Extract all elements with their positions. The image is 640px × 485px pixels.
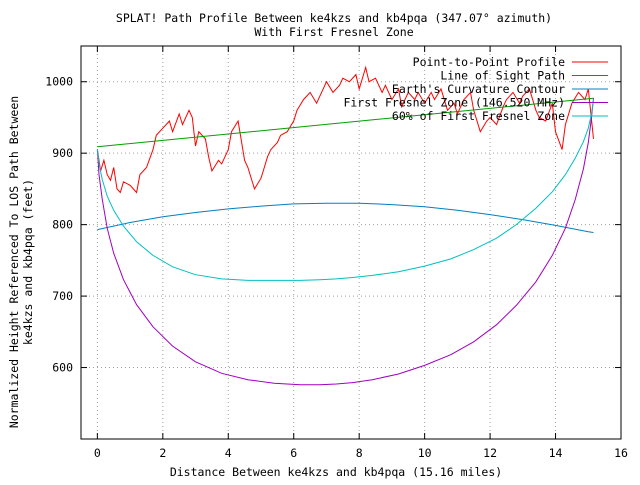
legend-label: Earth's Curvature Contour (392, 82, 565, 96)
chart-subtitle: With First Fresnel Zone (254, 25, 413, 39)
x-tick-label: 14 (549, 446, 563, 460)
y-tick-label: 800 (52, 218, 73, 232)
series-line-2 (97, 97, 594, 148)
x-axis-label: Distance Between ke4kzs and kb4pqa (15.1… (170, 465, 502, 479)
y-axis-label-line2: ke4kzs and kb4pqa (feet) (21, 179, 35, 345)
y-tick-label: 600 (52, 361, 73, 375)
x-tick-label: 4 (225, 446, 232, 460)
chart-title: SPLAT! Path Profile Between ke4kzs and k… (116, 11, 552, 25)
x-tick-label: 8 (356, 446, 363, 460)
y-axis-label-line1: Normalized Height Referenced To LOS Path… (7, 96, 21, 428)
series-line-3 (97, 202, 594, 233)
plot-frame (80, 45, 622, 440)
legend-label: Point-to-Point Profile (413, 55, 565, 69)
series-line-5 (96, 99, 594, 281)
legend-label: 60% of First Fresnel Zone (392, 109, 565, 123)
axis-ticks: 0 2 4 6 8 10 12 14 16 600 700 800 900 1000 (45, 46, 628, 460)
x-tick-label: 16 (614, 446, 628, 460)
x-tick-label: 12 (483, 446, 497, 460)
legend-label: First Fresnel Zone (146.520 MHz) (343, 96, 565, 110)
y-tick-label: 900 (52, 146, 73, 160)
x-tick-label: 0 (94, 446, 101, 460)
x-tick-label: 6 (290, 446, 297, 460)
series-lines (96, 65, 594, 386)
series-line-4 (96, 98, 594, 386)
series-line-1 (96, 65, 594, 194)
y-tick-label: 700 (52, 289, 73, 303)
x-tick-label: 2 (159, 446, 166, 460)
legend-label: Line of Sight Path (440, 69, 565, 83)
y-tick-label: 1000 (45, 75, 73, 89)
x-tick-label: 10 (418, 446, 432, 460)
